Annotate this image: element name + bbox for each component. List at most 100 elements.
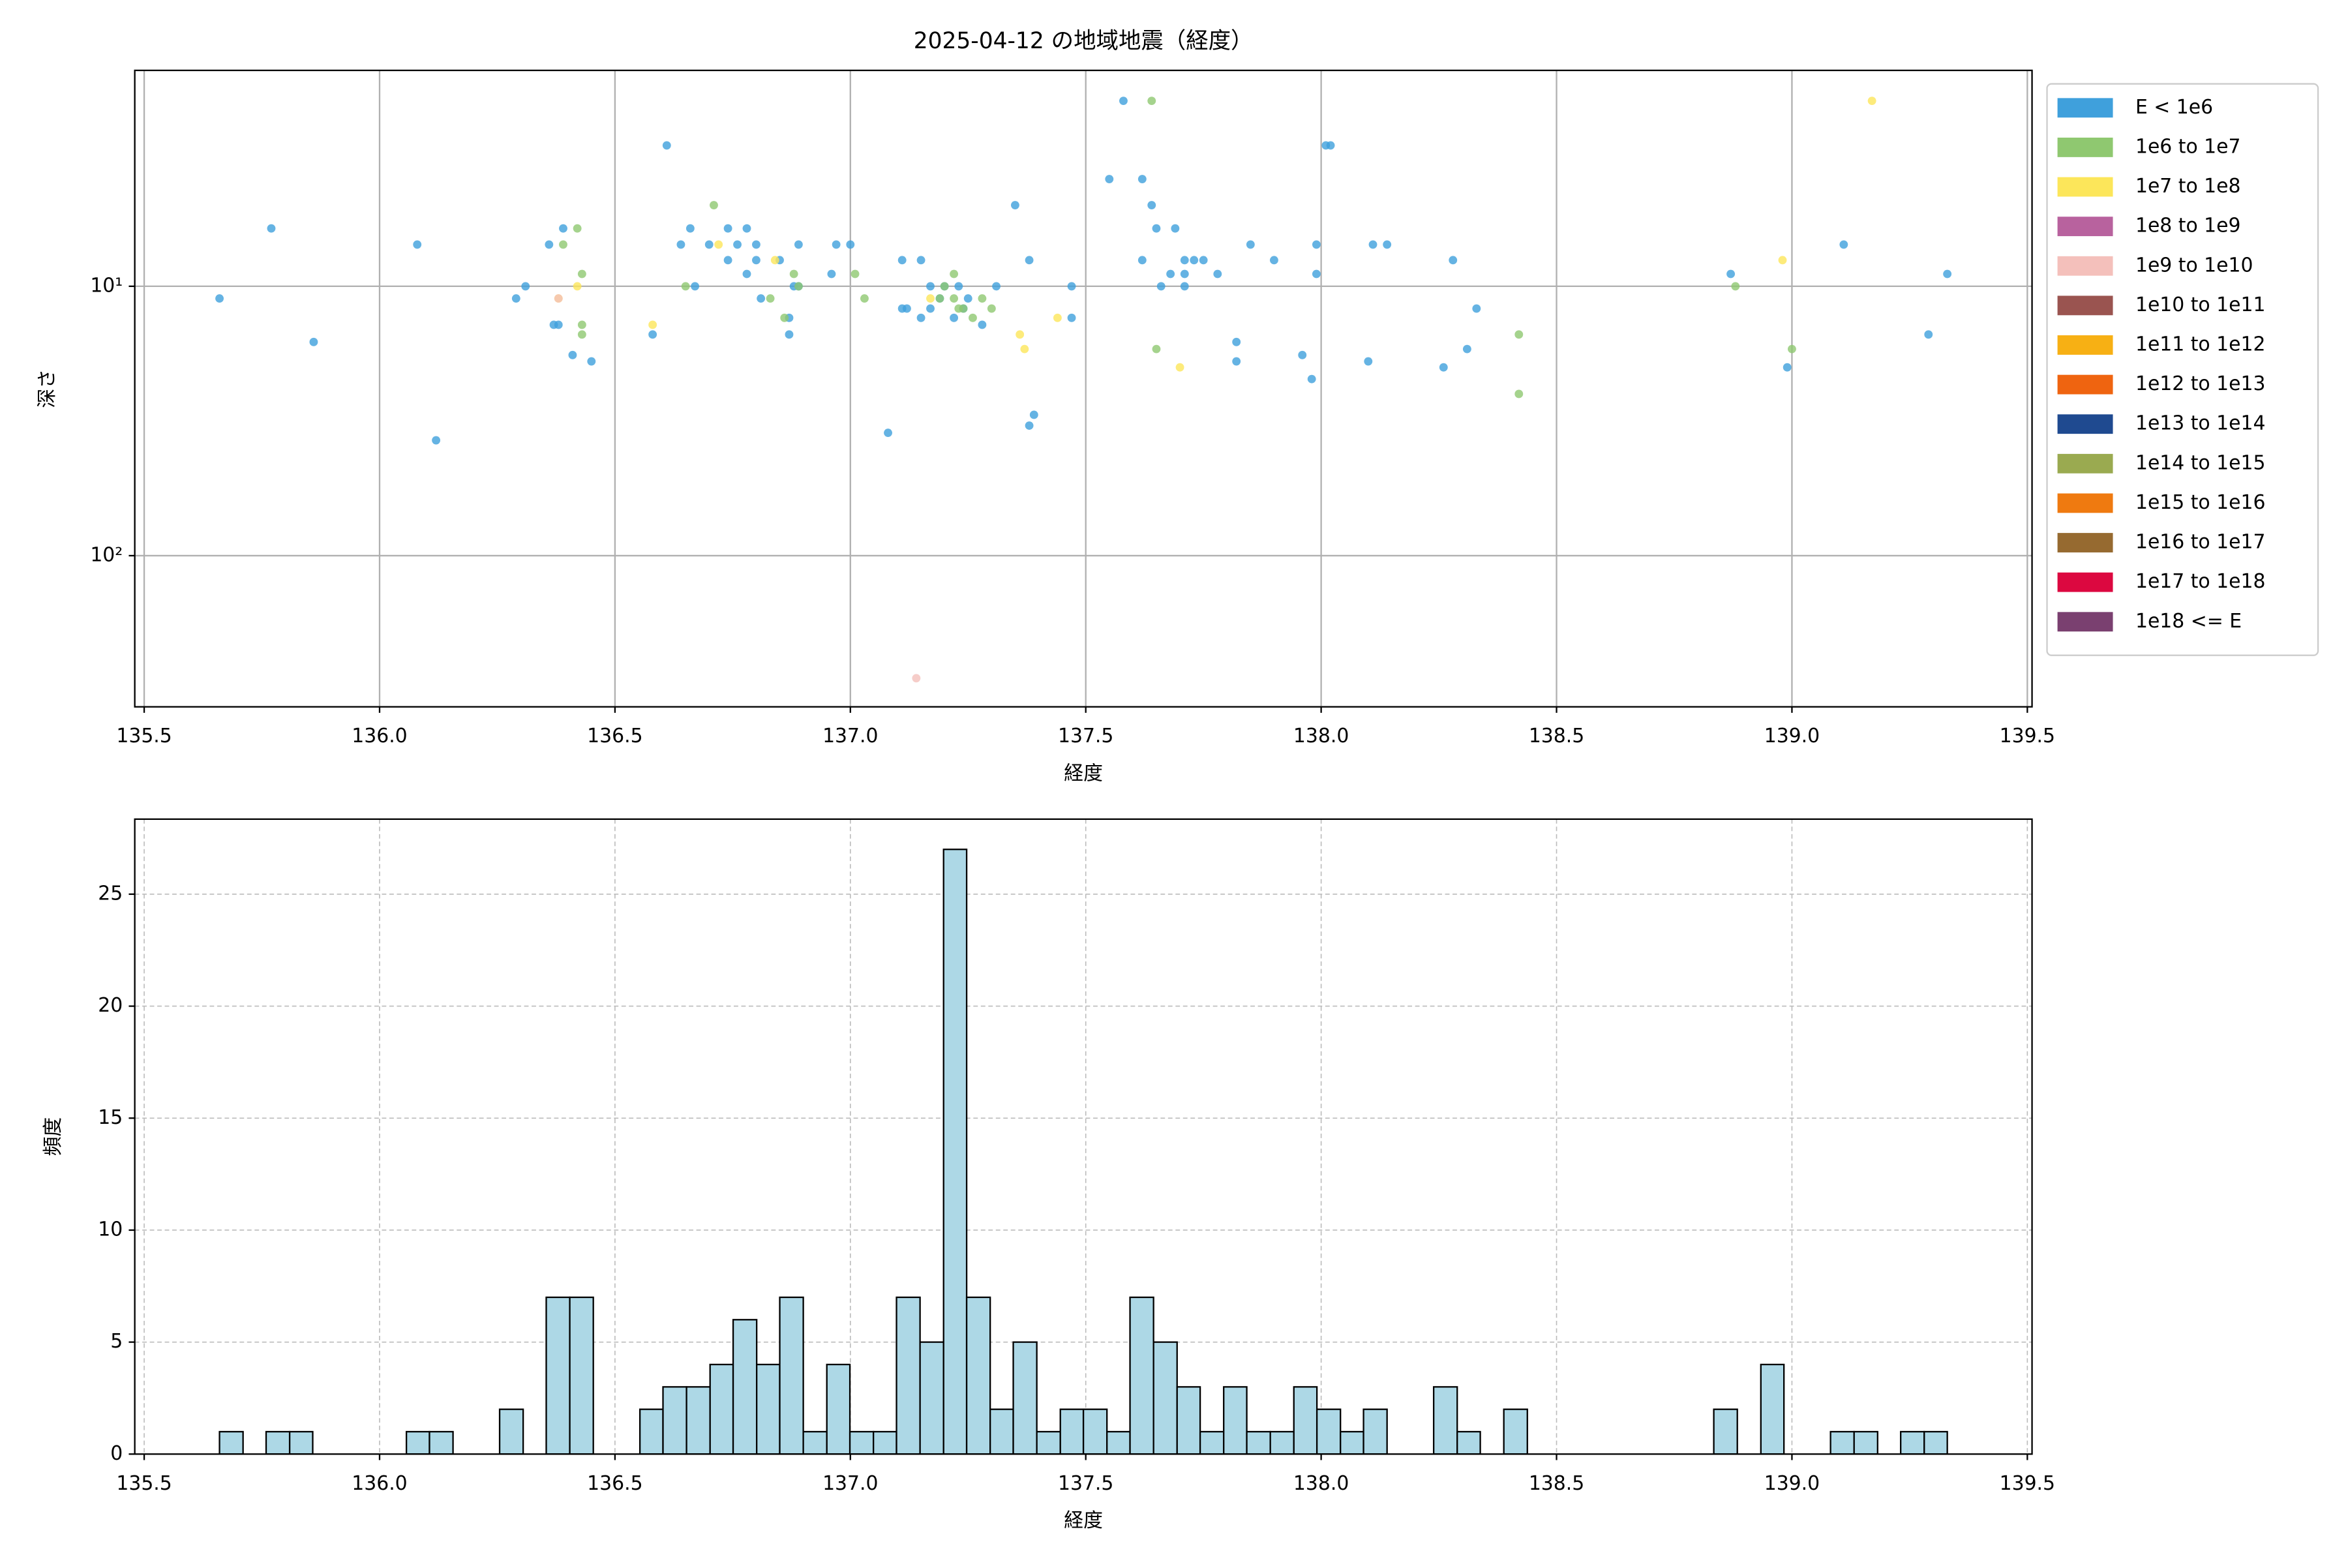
- scatter-point: [573, 224, 582, 233]
- histogram-bar: [1456, 1430, 1481, 1455]
- histogram-bar: [1106, 1430, 1131, 1455]
- scatter-point: [1246, 240, 1255, 249]
- histogram-bar: [942, 849, 968, 1455]
- scatter-point: [1326, 141, 1335, 150]
- histogram-bar: [1036, 1430, 1061, 1455]
- scatter-point: [1943, 269, 1952, 279]
- y-tick-label: 10²: [90, 543, 123, 566]
- legend-swatch: [2057, 374, 2113, 395]
- scatter-point: [963, 294, 972, 303]
- scatter-point: [794, 240, 803, 249]
- scatter-point: [577, 269, 586, 279]
- histogram-bar: [1853, 1430, 1878, 1455]
- legend-swatch: [2057, 177, 2113, 197]
- legend-box: [2046, 83, 2319, 656]
- scatter-point: [916, 256, 926, 265]
- scatter-point: [969, 313, 977, 322]
- histogram-bar: [569, 1296, 594, 1455]
- histogram-bar: [1293, 1386, 1318, 1455]
- legend-label: 1e18 <= E: [2135, 610, 2242, 633]
- scatter-point: [1180, 282, 1189, 291]
- scatter-point: [577, 320, 586, 329]
- scatter-point: [1232, 357, 1241, 366]
- scatter-point: [309, 337, 318, 346]
- scatter-point: [1020, 344, 1029, 354]
- scatter-point: [733, 240, 742, 249]
- y-tick-label: 20: [98, 994, 123, 1017]
- scatter-point: [987, 304, 996, 313]
- scatter-point: [950, 313, 959, 322]
- scatter-point: [521, 282, 530, 291]
- scatter-point: [1839, 240, 1848, 249]
- histogram-bar: [919, 1341, 944, 1455]
- legend-label: 1e15 to 1e16: [2135, 491, 2265, 514]
- legend-label: 1e8 to 1e9: [2135, 215, 2241, 237]
- y-tick-label: 15: [98, 1106, 123, 1129]
- scatter-point: [1147, 97, 1156, 106]
- legend-swatch: [2057, 137, 2113, 157]
- y-axis-label: 頻度: [42, 1117, 65, 1156]
- histogram-bar: [826, 1363, 851, 1455]
- x-axis-label: 経度: [1064, 1509, 1103, 1532]
- scatter-point: [794, 282, 803, 291]
- histogram-bar: [1829, 1430, 1855, 1455]
- scatter-point: [789, 269, 798, 279]
- axes-frame: [134, 818, 2033, 1455]
- legend-label: E < 1e6: [2135, 96, 2213, 119]
- histogram-bar: [662, 1386, 687, 1455]
- histogram-bar: [1269, 1430, 1295, 1455]
- scatter-point: [554, 294, 563, 303]
- scatter-point: [902, 304, 911, 313]
- scatter-point: [1105, 175, 1114, 183]
- legend-swatch: [2057, 493, 2113, 513]
- scatter-point: [1514, 330, 1524, 339]
- scatter-point: [1067, 313, 1076, 322]
- scatter-point: [1147, 201, 1156, 209]
- x-tick-label: 139.5: [2000, 1472, 2055, 1495]
- scatter-point: [1472, 304, 1481, 313]
- scatter-point: [935, 294, 944, 303]
- scatter-point: [267, 224, 276, 233]
- legend-swatch: [2057, 533, 2113, 552]
- scatter-point: [954, 282, 963, 291]
- scatter-point: [1025, 256, 1034, 265]
- histogram-bar: [1129, 1296, 1154, 1455]
- histogram-bar: [1503, 1408, 1528, 1455]
- scatter-point: [978, 294, 987, 303]
- scatter-point: [770, 256, 779, 265]
- scatter-point: [1232, 337, 1241, 346]
- histogram-bar: [639, 1408, 664, 1455]
- scatter-point: [1016, 330, 1025, 339]
- scatter-point: [1383, 240, 1392, 249]
- x-tick-label: 138.5: [1529, 1472, 1584, 1495]
- scatter-point: [1298, 350, 1307, 359]
- histogram-bar: [288, 1430, 314, 1455]
- scatter-point: [215, 294, 224, 303]
- x-tick-label: 135.5: [116, 1472, 172, 1495]
- scatter-point: [1731, 282, 1740, 291]
- histogram-bar: [989, 1408, 1014, 1455]
- legend-swatch: [2057, 612, 2113, 632]
- legend-swatch: [2057, 335, 2113, 355]
- scatter-point: [1924, 330, 1933, 339]
- scatter-point: [648, 320, 657, 329]
- histogram-bar: [1152, 1341, 1178, 1455]
- scatter-point: [757, 294, 766, 303]
- y-tick-label: 10¹: [90, 274, 123, 297]
- scatter-point: [559, 224, 567, 233]
- scatter-point: [1166, 269, 1175, 279]
- histogram-bar: [709, 1363, 734, 1455]
- histogram-bar: [1223, 1386, 1248, 1455]
- y-axis-label: 深さ: [36, 369, 59, 408]
- scatter-point: [573, 282, 582, 291]
- scatter-point: [723, 224, 732, 233]
- scatter-point: [752, 256, 760, 265]
- legend-swatch: [2057, 256, 2113, 276]
- scatter-point: [785, 330, 794, 339]
- scatter-point: [1270, 256, 1278, 265]
- scatter-point: [559, 240, 567, 249]
- scatter-point: [959, 304, 968, 313]
- scatter-point: [1011, 201, 1019, 209]
- legend-swatch: [2057, 98, 2113, 118]
